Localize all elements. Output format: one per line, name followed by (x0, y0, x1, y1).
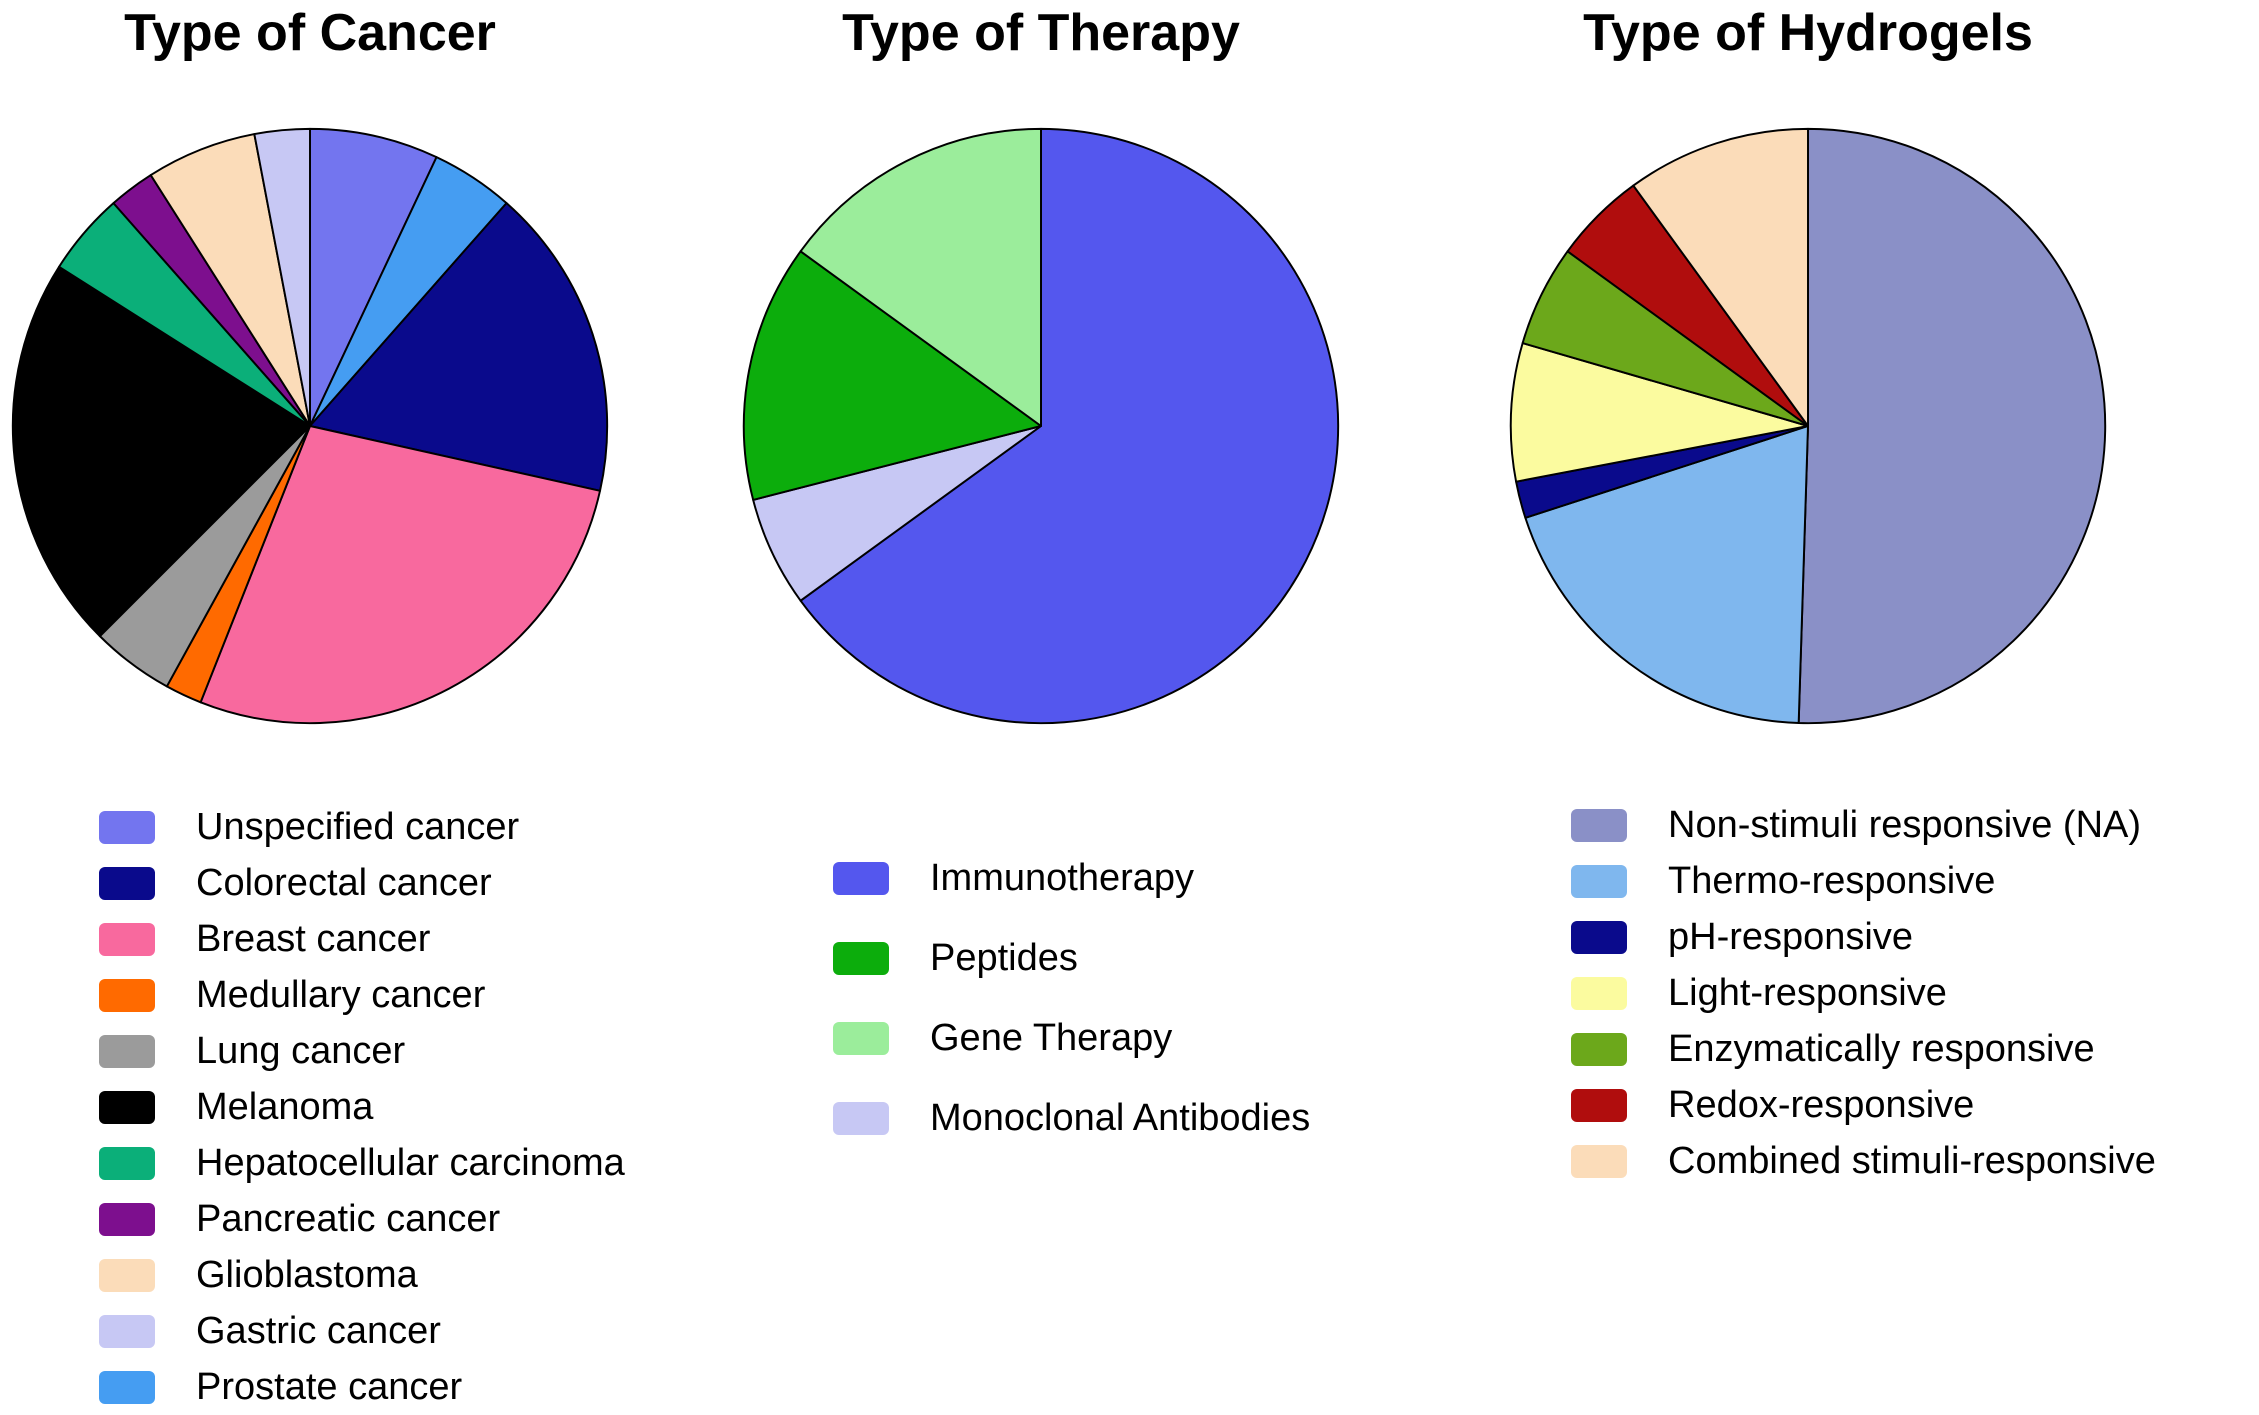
legend-swatch-redox-responsive (1571, 1088, 1627, 1122)
pie-slice-light-responsive (1509, 342, 1809, 483)
legend-swatch-thermo-responsive (1571, 864, 1627, 898)
pie-slice-breast-cancer (199, 425, 601, 725)
legend-item-ph-responsive: pH-responsive (1571, 909, 2156, 965)
legend-swatch-pancreatic-cancer (99, 1202, 155, 1236)
legend-label-glioblastoma: Glioblastoma (196, 1253, 418, 1296)
legend-swatch-peptides (833, 941, 889, 975)
legend-item-pancreatic-cancer: Pancreatic cancer (99, 1191, 625, 1247)
legend-item-prostate-cancer: Prostate cancer (99, 1359, 625, 1415)
legend-label-peptides: Peptides (930, 936, 1078, 979)
legend-swatch-immunotherapy (833, 861, 889, 895)
legend-label-unspecified-cancer: Unspecified cancer (196, 805, 520, 848)
legend-label-enzymatically-responsive: Enzymatically responsive (1668, 1027, 2095, 1070)
legend-item-peptides: Peptides (833, 918, 1310, 998)
legend-label-thermo-responsive: Thermo-responsive (1668, 859, 1996, 902)
pie-slice-non-stimuli-responsive-na (1797, 127, 2107, 725)
legend-item-combined-stimuli-responsive: Combined stimuli-responsive (1571, 1133, 2156, 1189)
legend-label-melanoma: Melanoma (196, 1085, 374, 1128)
legend-swatch-colorectal-cancer (99, 866, 155, 900)
legend-swatch-combined-stimuli-responsive (1571, 1144, 1627, 1178)
legend-label-combined-stimuli-responsive: Combined stimuli-responsive (1668, 1139, 2156, 1182)
legend-label-ph-responsive: pH-responsive (1668, 915, 1913, 958)
legend-swatch-glioblastoma (99, 1258, 155, 1292)
legend-swatch-gene-therapy (833, 1021, 889, 1055)
legend-label-non-stimuli-responsive-na: Non-stimuli responsive (NA) (1668, 803, 2142, 846)
legend-item-monoclonal-antibodies: Monoclonal Antibodies (833, 1078, 1310, 1158)
legend-swatch-melanoma (99, 1090, 155, 1124)
legend-label-light-responsive: Light-responsive (1668, 971, 1947, 1014)
legend-swatch-unspecified-cancer (99, 810, 155, 844)
legend-swatch-gastric-cancer (99, 1314, 155, 1348)
legend-therapy: Immunotherapy Peptides Gene Therapy Monoclo… (833, 838, 1310, 1158)
pie-slice-colorectal-cancer (309, 202, 609, 492)
pie-chart-hydrogels (1509, 127, 2107, 725)
legend-swatch-light-responsive (1571, 976, 1627, 1010)
pie-slice-unspecified-cancer (309, 127, 438, 427)
legend-item-unspecified-cancer: Unspecified cancer (99, 799, 625, 855)
legend-item-gastric-cancer: Gastric cancer (99, 1303, 625, 1359)
pie-chart-cancer (11, 127, 609, 725)
legend-item-gene-therapy: Gene Therapy (833, 998, 1310, 1078)
legend-item-medullary-cancer: Medullary cancer (99, 967, 625, 1023)
legend-label-immunotherapy: Immunotherapy (930, 856, 1195, 899)
pie-slice-combined-stimuli-responsive (1632, 127, 1809, 427)
legend-item-thermo-responsive: Thermo-responsive (1571, 853, 2156, 909)
pie-slice-peptides (742, 250, 1042, 501)
legend-label-prostate-cancer: Prostate cancer (196, 1365, 463, 1408)
legend-swatch-monoclonal-antibodies (833, 1101, 889, 1135)
legend-item-hepatocellular-carcinoma: Hepatocellular carcinoma (99, 1135, 625, 1191)
pie-slice-gastric-cancer (253, 127, 311, 427)
legend-swatch-hepatocellular-carcinoma (99, 1146, 155, 1180)
pie-chart-therapy (742, 127, 1340, 725)
legend-item-immunotherapy: Immunotherapy (833, 838, 1310, 918)
pie-slice-thermo-responsive (1524, 425, 1809, 725)
legend-item-lung-cancer: Lung cancer (99, 1023, 625, 1079)
pie-slice-gene-therapy (799, 127, 1042, 427)
legend-label-medullary-cancer: Medullary cancer (196, 973, 486, 1016)
pie-slice-melanoma (11, 265, 311, 638)
legend-item-enzymatically-responsive: Enzymatically responsive (1571, 1021, 2156, 1077)
legend-item-breast-cancer: Breast cancer (99, 911, 625, 967)
legend-label-monoclonal-antibodies: Monoclonal Antibodies (930, 1096, 1311, 1139)
chart-title-hydrogels: Type of Hydrogels (1583, 4, 2033, 62)
legend-label-pancreatic-cancer: Pancreatic cancer (196, 1197, 501, 1240)
legend-label-hepatocellular-carcinoma: Hepatocellular carcinoma (196, 1141, 625, 1184)
legend-label-colorectal-cancer: Colorectal cancer (196, 861, 492, 904)
legend-label-gene-therapy: Gene Therapy (930, 1016, 1173, 1059)
legend-label-lung-cancer: Lung cancer (196, 1029, 406, 1072)
pie-slice-immunotherapy (799, 127, 1340, 725)
legend-item-non-stimuli-responsive-na: Non-stimuli responsive (NA) (1571, 797, 2156, 853)
legend-swatch-breast-cancer (99, 922, 155, 956)
legend-hydrogels: Non-stimuli responsive (NA) Thermo-respon… (1571, 797, 2156, 1189)
legend-item-light-responsive: Light-responsive (1571, 965, 2156, 1021)
legend-label-gastric-cancer: Gastric cancer (196, 1309, 441, 1352)
legend-item-glioblastoma: Glioblastoma (99, 1247, 625, 1303)
legend-label-redox-responsive: Redox-responsive (1668, 1083, 1975, 1126)
legend-swatch-non-stimuli-responsive-na (1571, 808, 1627, 842)
legend-swatch-lung-cancer (99, 1034, 155, 1068)
legend-swatch-medullary-cancer (99, 978, 155, 1012)
legend-swatch-prostate-cancer (99, 1370, 155, 1404)
legend-swatch-ph-responsive (1571, 920, 1627, 954)
chart-title-cancer: Type of Cancer (124, 4, 496, 62)
legend-item-colorectal-cancer: Colorectal cancer (99, 855, 625, 911)
legend-item-redox-responsive: Redox-responsive (1571, 1077, 2156, 1133)
legend-item-melanoma: Melanoma (99, 1079, 625, 1135)
legend-swatch-enzymatically-responsive (1571, 1032, 1627, 1066)
legend-label-breast-cancer: Breast cancer (196, 917, 431, 960)
chart-title-therapy: Type of Therapy (842, 4, 1240, 62)
legend-cancer: Unspecified cancer Colorectal cancer Breas… (99, 799, 625, 1415)
